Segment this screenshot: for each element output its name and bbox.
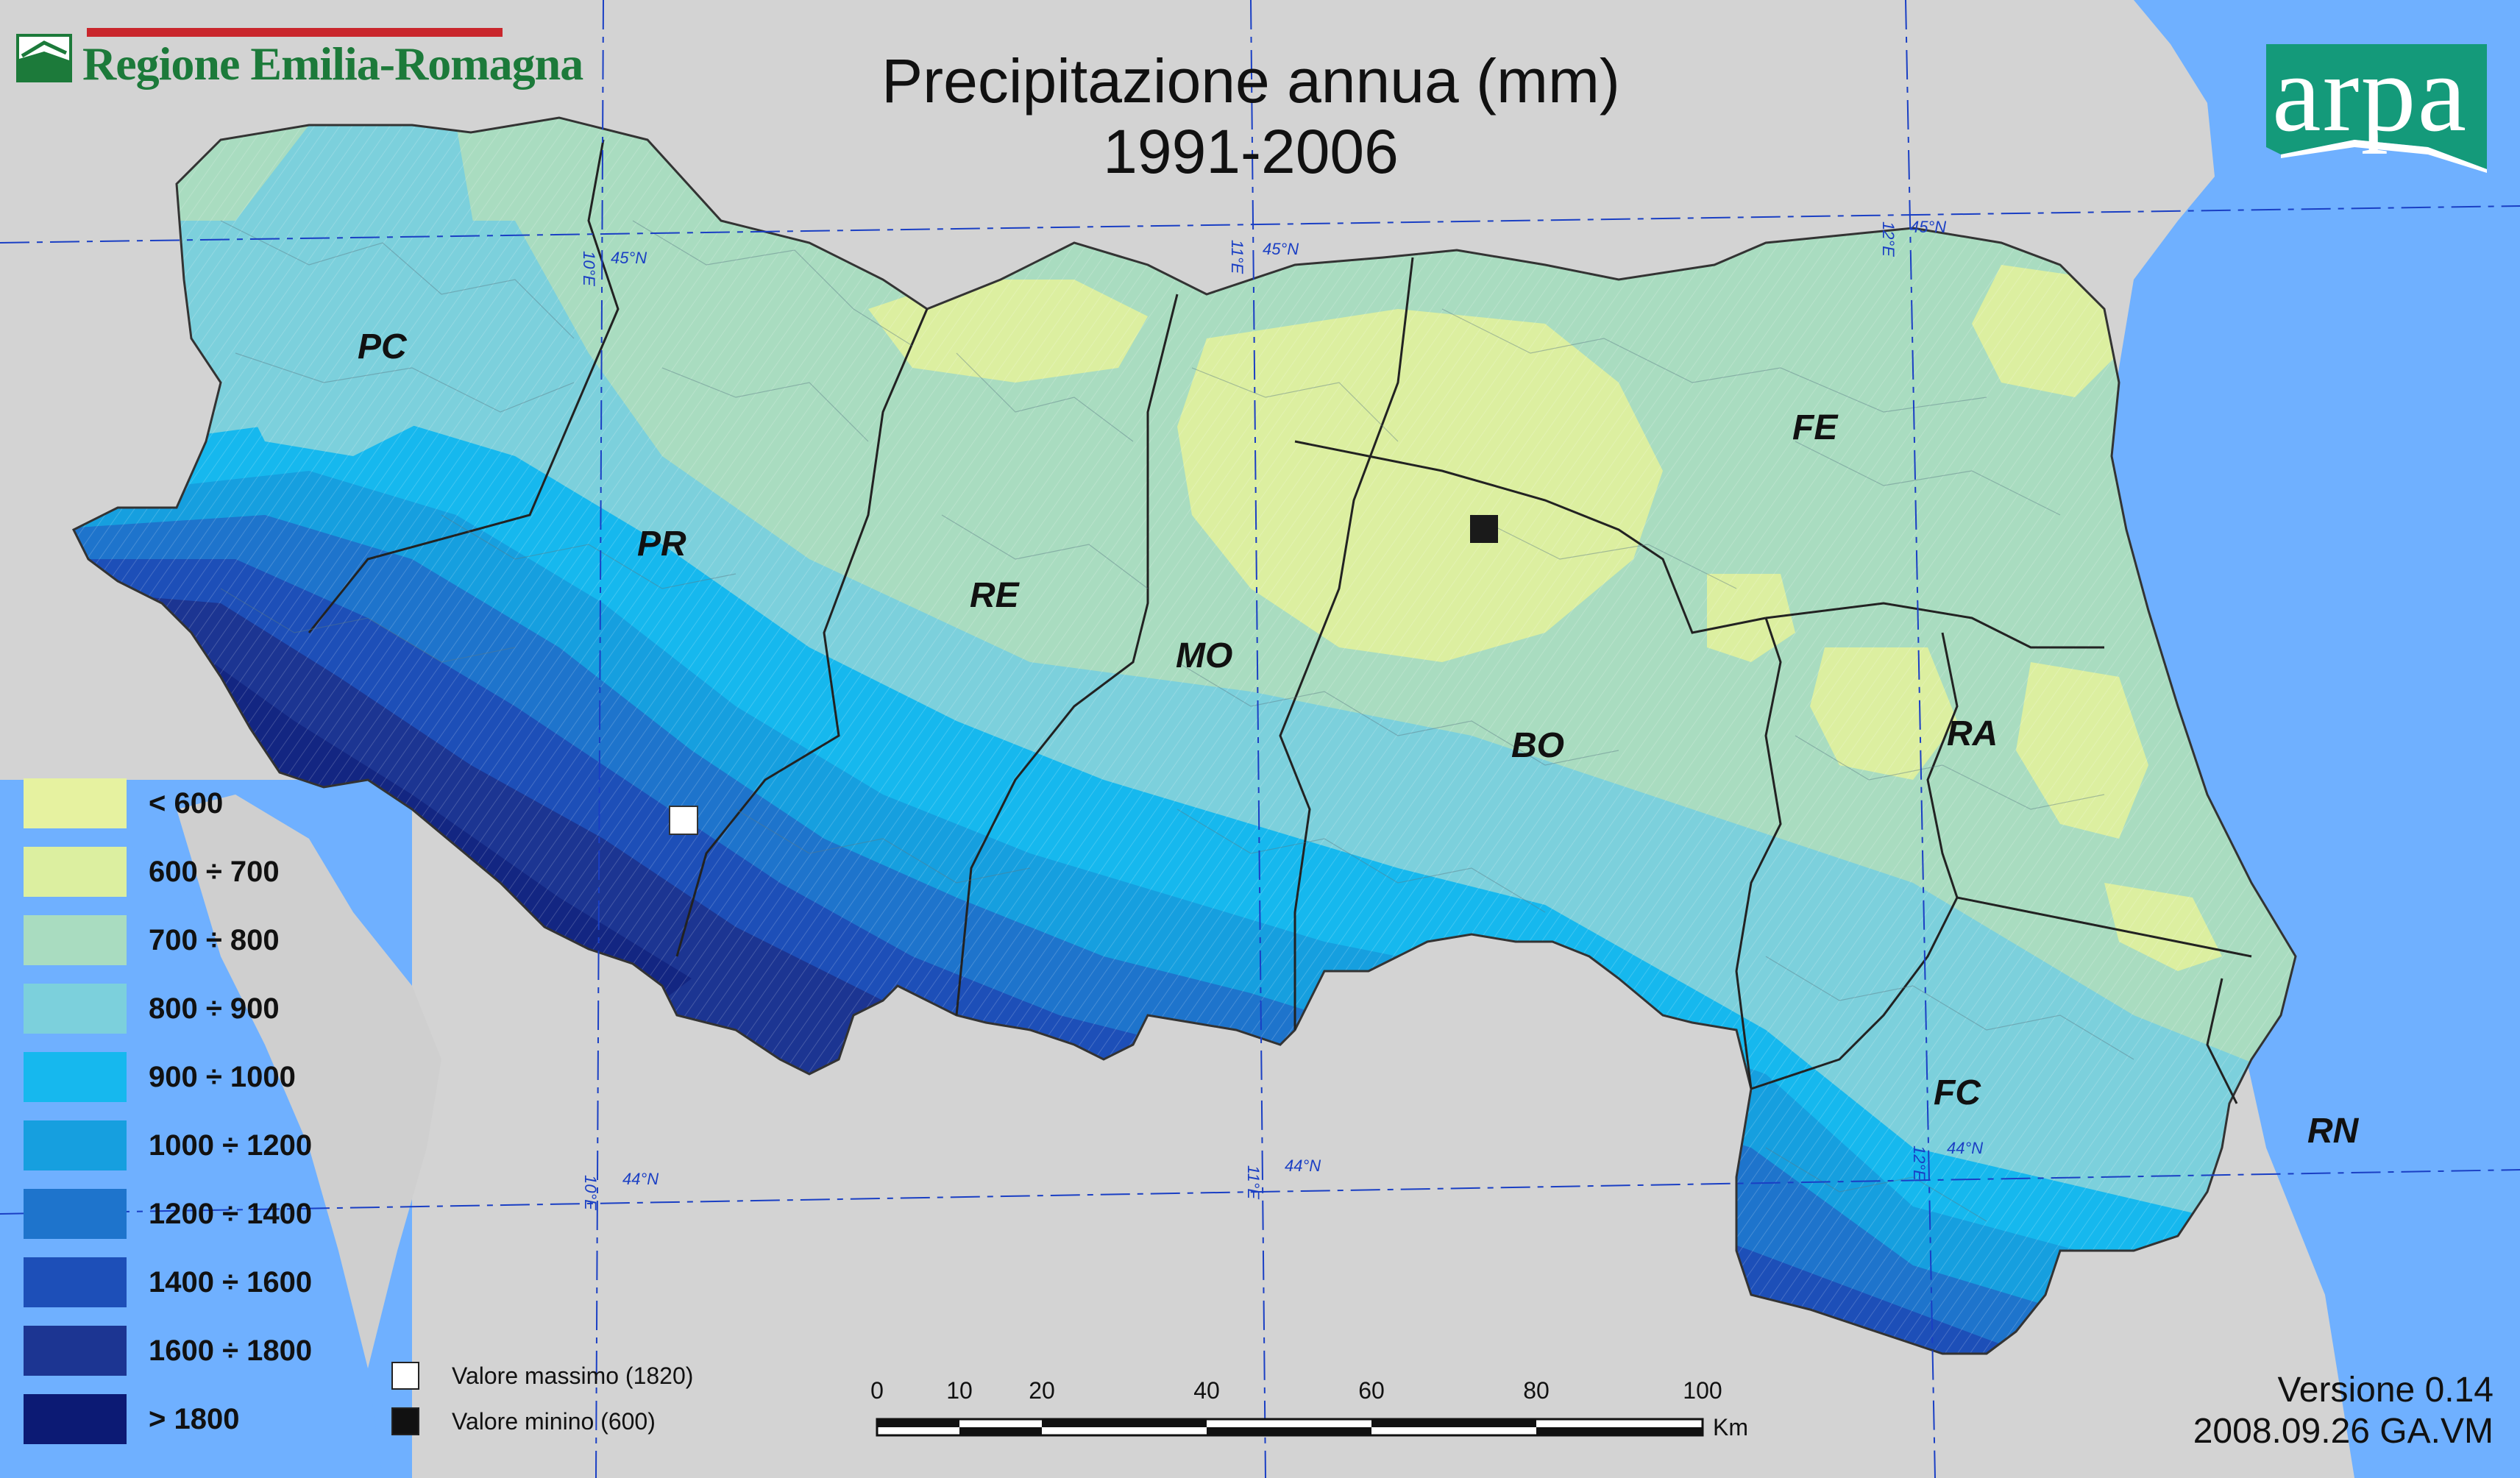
grid-label-lat-45-east: 45°N	[1910, 218, 1947, 236]
scale-unit-label: Km	[1713, 1414, 1748, 1440]
min-marker-swatch	[391, 1407, 419, 1435]
legend-item: 1000 ÷ 1200	[24, 1119, 312, 1172]
legend-label: 1200 ÷ 1400	[149, 1197, 313, 1230]
legend-item: 1200 ÷ 1400	[24, 1187, 312, 1240]
map-title: Precipitazione annua (mm)	[881, 46, 1620, 116]
max-marker-swatch	[391, 1362, 419, 1390]
scale-tick-label: 0	[870, 1377, 884, 1404]
province-label-fe: FE	[1792, 408, 1838, 447]
legend-label: 1000 ÷ 1200	[149, 1129, 313, 1162]
legend-swatch	[24, 1257, 127, 1307]
legend-item: 700 ÷ 800	[24, 914, 280, 967]
legend-swatch	[24, 778, 127, 828]
version-label: Versione 0.14	[2277, 1371, 2494, 1410]
province-label-bo: BO	[1511, 726, 1564, 765]
arpa-logo-text: arpa	[2272, 32, 2468, 154]
map-subtitle: 1991-2006	[1103, 117, 1399, 186]
scale-tick-label: 20	[1029, 1377, 1055, 1404]
legend-label: 900 ÷ 1000	[149, 1060, 296, 1093]
grid-label-lon-10-north: 10°E	[579, 251, 598, 286]
legend-swatch	[24, 1326, 127, 1376]
legend-item: < 600	[24, 777, 223, 830]
legend-swatch	[24, 1394, 127, 1444]
grid-label-lat-45-west: 45°N	[611, 249, 647, 267]
legend-label: 800 ÷ 900	[149, 992, 280, 1025]
grid-label-lat-44-east: 44°N	[1947, 1139, 1984, 1157]
province-boundaries	[308, 139, 2252, 1104]
regione-logo-text: Regione Emilia-Romagna	[82, 38, 583, 90]
province-label-rn: RN	[2307, 1112, 2359, 1151]
version-date-label: 2008.09.26 GA.VM	[2193, 1412, 2494, 1451]
province-label-mo: MO	[1176, 636, 1233, 675]
grid-label-lat-44-west: 44°N	[622, 1170, 659, 1188]
grid-label-lat-44-center: 44°N	[1285, 1157, 1321, 1175]
sea-adriatic	[2104, 0, 2520, 1478]
legend-item: > 1800	[24, 1393, 239, 1446]
scale-bar	[876, 1418, 1704, 1437]
arpa-logo-mark	[2266, 44, 2487, 173]
grid-label-lon-12-south: 12°E	[1909, 1145, 1928, 1181]
scale-tick-label: 80	[1523, 1377, 1550, 1404]
legend-swatch	[24, 1189, 127, 1239]
legend-item: 600 ÷ 700	[24, 845, 280, 898]
legend-swatch	[24, 915, 127, 965]
legend-swatch	[24, 847, 127, 897]
min-marker-label: Valore minino (600)	[452, 1407, 656, 1435]
legend-item: 1600 ÷ 1800	[24, 1324, 312, 1377]
legend-label: 1400 ÷ 1600	[149, 1265, 313, 1298]
grid-label-lon-12-north: 12°E	[1878, 221, 1898, 257]
grid-label-lat-45-center: 45°N	[1263, 240, 1299, 258]
legend-min-marker: Valore minino (600)	[391, 1407, 656, 1435]
province-label-re: RE	[970, 576, 1019, 615]
scale-tick-label: 40	[1193, 1377, 1220, 1404]
legend-label: < 600	[149, 786, 224, 820]
legend-swatch	[24, 1052, 127, 1102]
max-value-marker	[669, 806, 698, 835]
province-label-pr: PR	[637, 525, 686, 564]
legend-swatch	[24, 984, 127, 1034]
scale-tick-label: 60	[1358, 1377, 1385, 1404]
grid-label-lon-11-south: 11°E	[1244, 1165, 1263, 1200]
min-value-marker	[1470, 515, 1498, 543]
scale-tick-label: 10	[946, 1377, 973, 1404]
legend-item: 1400 ÷ 1600	[24, 1256, 312, 1309]
scale-tick-label: 100	[1683, 1377, 1722, 1404]
province-label-fc: FC	[1934, 1073, 1981, 1112]
legend-swatch	[24, 1120, 127, 1170]
legend-item: 800 ÷ 900	[24, 982, 280, 1035]
legend-max-marker: Valore massimo (1820)	[391, 1362, 693, 1390]
regione-logo-mark	[16, 28, 503, 82]
legend-item: 900 ÷ 1000	[24, 1051, 296, 1104]
province-label-pc: PC	[358, 327, 407, 366]
legend-label: 1600 ÷ 1800	[149, 1334, 313, 1367]
region-outline	[71, 116, 2297, 1355]
municipality-boundaries	[220, 220, 2134, 1222]
legend-label: > 1800	[149, 1402, 240, 1435]
grid-label-lon-10-south: 10°E	[581, 1175, 600, 1210]
province-label-ra: RA	[1947, 714, 1998, 753]
grid-label-lon-11-north: 11°E	[1228, 239, 1247, 274]
legend-label: 700 ÷ 800	[149, 923, 280, 956]
legend-label: 600 ÷ 700	[149, 855, 280, 888]
max-marker-label: Valore massimo (1820)	[452, 1362, 694, 1389]
